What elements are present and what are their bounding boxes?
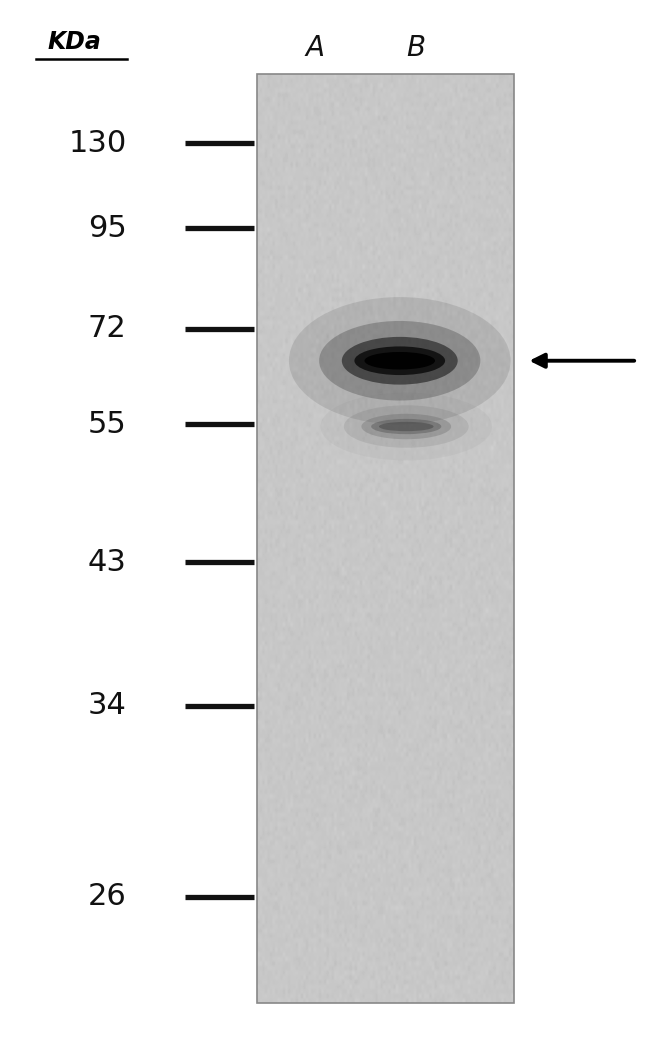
Text: 95: 95: [88, 213, 127, 243]
Text: B: B: [406, 34, 426, 62]
Text: 55: 55: [88, 410, 127, 439]
Text: 26: 26: [88, 882, 127, 911]
Text: 43: 43: [88, 547, 127, 577]
Text: 130: 130: [68, 128, 127, 158]
Ellipse shape: [379, 422, 434, 431]
Text: 34: 34: [88, 691, 127, 720]
Bar: [257, 74, 514, 1003]
Text: KDa: KDa: [48, 31, 101, 54]
Ellipse shape: [371, 419, 441, 434]
Ellipse shape: [319, 320, 480, 401]
Ellipse shape: [344, 405, 469, 448]
Ellipse shape: [320, 393, 492, 460]
Ellipse shape: [354, 346, 445, 376]
Text: A: A: [306, 34, 325, 62]
Ellipse shape: [289, 297, 511, 424]
Ellipse shape: [361, 414, 451, 439]
Text: 72: 72: [88, 314, 127, 344]
Ellipse shape: [342, 337, 458, 384]
Ellipse shape: [365, 352, 435, 369]
